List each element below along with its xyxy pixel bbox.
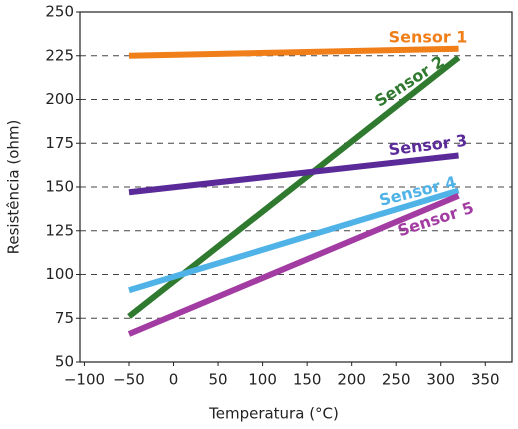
plot-frame	[79, 11, 513, 363]
y-tick-label: 150	[45, 178, 74, 196]
y-axis-label: Resistência (ohm)	[5, 120, 23, 255]
y-tick-label: 200	[45, 90, 74, 108]
series-label: Sensor 1	[389, 28, 468, 47]
x-tick-label: 100	[248, 371, 277, 389]
series-line	[128, 187, 460, 294]
y-tick-label: 75	[55, 309, 74, 327]
y-tick-label: 100	[45, 265, 74, 283]
series-line	[127, 192, 460, 337]
y-tick-label: 50	[55, 353, 74, 371]
x-tick-label: 50	[209, 371, 228, 389]
series-line	[128, 45, 459, 59]
series-line	[128, 152, 459, 196]
y-tick-label: 125	[45, 221, 74, 239]
x-tick-label: −100	[64, 371, 105, 389]
y-tick-label: 225	[45, 46, 74, 64]
y-tick-label: 175	[45, 134, 74, 152]
x-tick-label: 200	[337, 371, 366, 389]
series-label: Sensor 2	[371, 52, 447, 111]
y-tick-label: 250	[45, 3, 74, 21]
x-axis-label: Temperatura (°C)	[208, 405, 339, 423]
x-tick-label: 300	[426, 371, 455, 389]
x-tick-label: −50	[113, 371, 145, 389]
x-tick-label: 350	[471, 371, 500, 389]
x-tick-label: 0	[169, 371, 179, 389]
x-tick-label: 150	[293, 371, 322, 389]
x-tick-label: 250	[382, 371, 411, 389]
